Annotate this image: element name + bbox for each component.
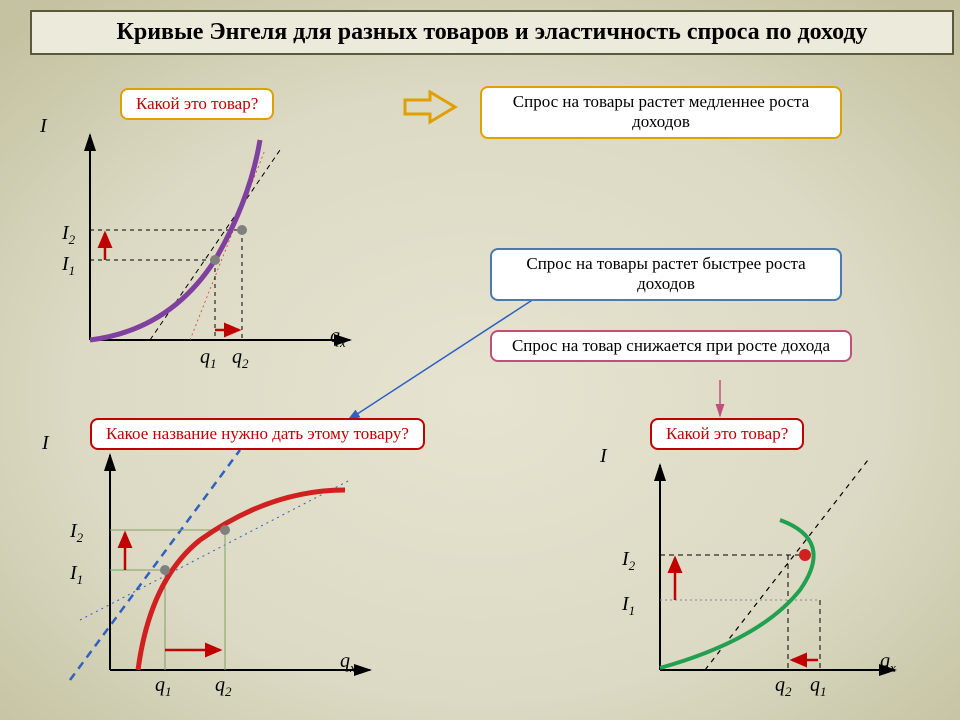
- chart3-i2: I2: [622, 548, 635, 574]
- connector-d3-q3: [690, 378, 750, 423]
- chart2-i2: I2: [70, 520, 83, 546]
- chart1-q1: q1: [200, 346, 217, 372]
- chart3-q1: q1: [810, 674, 827, 700]
- page-title: Кривые Энгеля для разных товаров и эласт…: [30, 10, 954, 55]
- chart3-qx: qx: [880, 650, 896, 676]
- chart2-q1: q1: [155, 674, 172, 700]
- chart1-qx: qx: [330, 325, 346, 351]
- chart2-qx: qx: [340, 650, 356, 676]
- description-2: Спрос на товары растет быстрее роста дох…: [490, 248, 842, 301]
- chart-3: [610, 460, 910, 700]
- question-1: Какой это товар?: [120, 88, 274, 120]
- chart2-i1: I1: [70, 562, 83, 588]
- chart-2: [50, 450, 390, 700]
- chart1-q2: q2: [232, 346, 249, 372]
- chart1-i2: I2: [62, 222, 75, 248]
- chart3-y-label: I: [600, 445, 607, 468]
- chart2-q2: q2: [215, 674, 232, 700]
- chart2-y-label: I: [42, 432, 49, 455]
- chart1-y-label: I: [40, 115, 47, 138]
- arrow-q1-d1: [400, 90, 470, 130]
- description-1: Спрос на товары растет медленнее роста д…: [480, 86, 842, 139]
- chart-1: [50, 130, 370, 370]
- chart3-i1: I1: [622, 593, 635, 619]
- question-2: Какое название нужно дать этому товару?: [90, 418, 425, 450]
- question-3: Какой это товар?: [650, 418, 804, 450]
- chart1-i1: I1: [62, 253, 75, 279]
- chart3-q2: q2: [775, 674, 792, 700]
- description-3: Спрос на товар снижается при росте доход…: [490, 330, 852, 362]
